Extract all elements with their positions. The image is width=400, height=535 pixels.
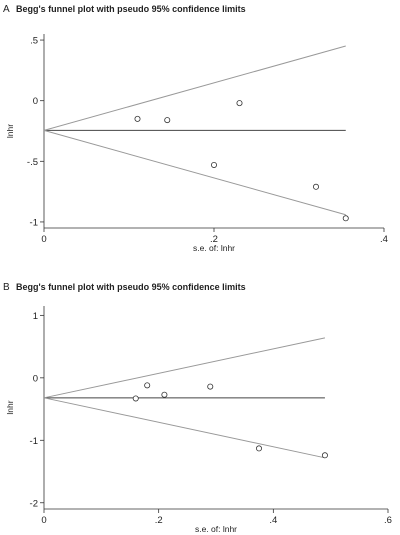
y-tick-label: 0 (33, 373, 38, 384)
data-point (312, 183, 319, 190)
x-axis-label: s.e. of: lnhr (193, 243, 235, 253)
data-point (164, 117, 171, 124)
data-point (255, 445, 262, 452)
x-tick-label: .2 (155, 515, 163, 526)
y-tick-label: 0 (33, 96, 38, 107)
y-tick-label: 1 (33, 311, 38, 322)
lower-confidence-limit (43, 397, 326, 459)
chart-title: Begg's funnel plot with pseudo 95% confi… (16, 4, 246, 14)
x-tick-label: 0 (41, 515, 46, 526)
y-tick-label: .5 (30, 36, 38, 47)
data-point (342, 215, 349, 222)
data-point (210, 161, 217, 168)
data-point (161, 391, 168, 398)
data-point (207, 383, 214, 390)
x-tick-label: .4 (269, 515, 277, 526)
data-point (132, 395, 139, 402)
upper-confidence-limit (43, 337, 326, 399)
y-axis-label: lnhr (5, 124, 15, 138)
y-axis-label: lnhr (5, 400, 15, 414)
x-axis-label: s.e. of: lnhr (195, 524, 237, 534)
data-point (236, 100, 243, 107)
x-tick-label: 0 (41, 234, 46, 245)
funnel-panel-a: A Begg's funnel plot with pseudo 95% conf… (3, 4, 388, 253)
y-tick-label: -1 (30, 217, 38, 228)
y-tick-label: -2 (30, 498, 38, 509)
data-point (321, 452, 328, 459)
y-tick-label: -1 (30, 436, 38, 447)
y-tick-label: -.5 (27, 157, 38, 168)
panel-label: A (3, 4, 10, 15)
x-tick-label: .2 (210, 234, 218, 245)
lower-confidence-limit (43, 129, 346, 216)
chart-title: Begg's funnel plot with pseudo 95% confi… (16, 282, 246, 292)
panel-label: B (3, 282, 10, 293)
upper-confidence-limit (43, 45, 346, 131)
x-tick-label: .4 (380, 234, 388, 245)
data-point (144, 382, 151, 389)
x-tick-label: .6 (384, 515, 392, 526)
funnel-panel-b: B Begg's funnel plot with pseudo 95% conf… (3, 282, 392, 534)
data-point (134, 115, 141, 122)
